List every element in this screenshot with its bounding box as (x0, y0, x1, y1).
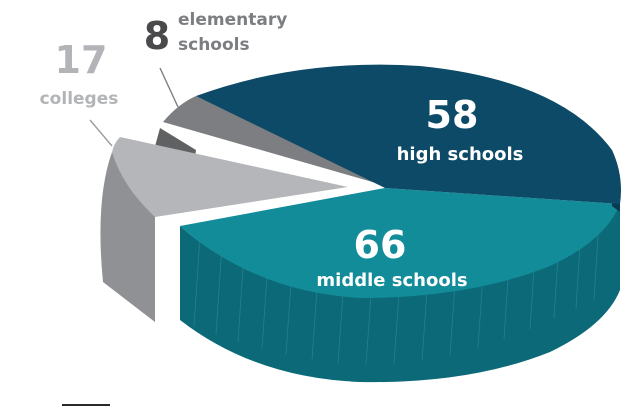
value-colleges: 17 (55, 38, 108, 82)
value-middle: 66 (354, 223, 407, 267)
value-high: 58 (426, 93, 479, 137)
leader-line-elementary (159, 67, 179, 108)
middle-side-rib-1 (215, 243, 223, 335)
slice-colleges-side (100, 152, 155, 322)
middle-side-rib-0 (193, 234, 201, 328)
label-colleges: colleges (40, 89, 119, 109)
slice-high-group (196, 64, 621, 212)
label-elementary-line1: elementary (178, 10, 287, 30)
slice-high (196, 64, 621, 204)
leader-line-colleges (89, 119, 113, 147)
slice-middle-group (180, 188, 620, 383)
slice-middle (180, 188, 620, 298)
slice-colleges-group (100, 137, 348, 322)
label-middle: middle schools (316, 270, 467, 291)
value-elementary: 8 (144, 14, 170, 58)
slice-elementary (163, 96, 390, 187)
slice-middle-side (180, 200, 620, 383)
slice-colleges (112, 137, 348, 217)
label-high: high schools (397, 144, 524, 165)
label-elementary-line2: schools (178, 35, 250, 55)
